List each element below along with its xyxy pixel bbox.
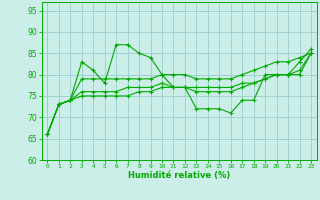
X-axis label: Humidité relative (%): Humidité relative (%) xyxy=(128,171,230,180)
